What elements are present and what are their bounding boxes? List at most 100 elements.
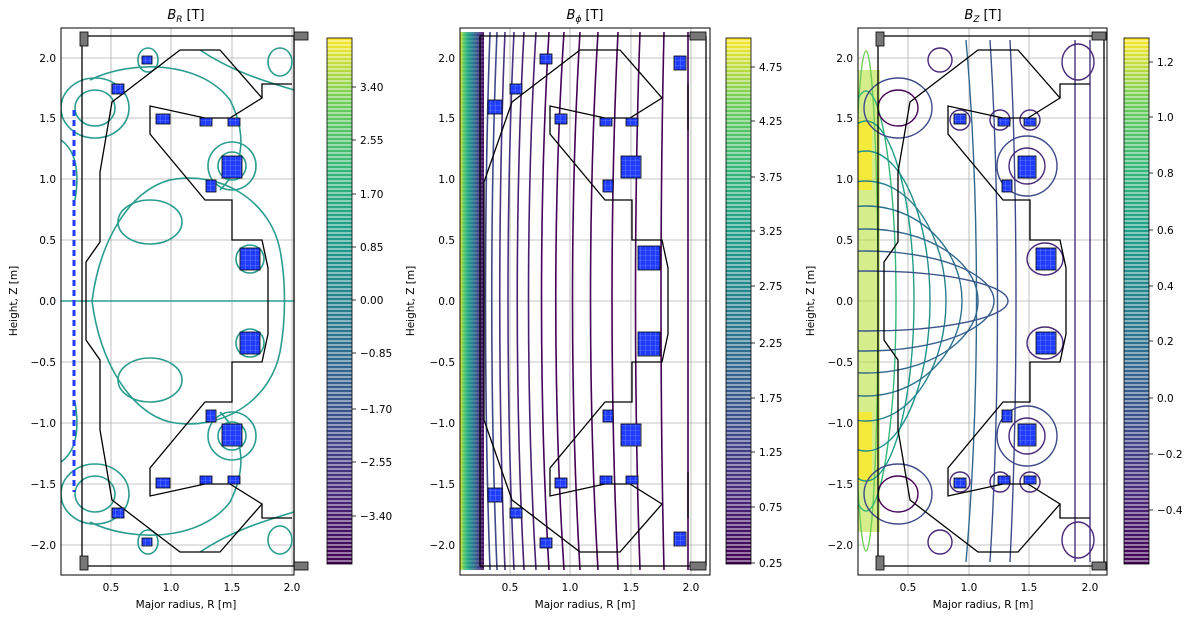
y-tick-label: 0.5 xyxy=(438,235,455,247)
bphi-coils xyxy=(487,31,707,571)
y-tick-label: −0.5 xyxy=(430,357,456,369)
x-tick-label: 1.5 xyxy=(1021,582,1038,594)
colorbar-tick: 0.0 xyxy=(1157,393,1174,405)
x-tick-label: 2.0 xyxy=(284,582,301,594)
y-tick-label: 1.5 xyxy=(438,113,455,125)
colorbar-lines xyxy=(1124,38,1149,564)
colorbar-lines xyxy=(327,38,352,564)
colorbar-tick: 1.0 xyxy=(1157,112,1174,124)
x-tick-label: 2.0 xyxy=(683,582,700,594)
y-tick-label: −1.5 xyxy=(828,479,854,491)
y-tick-label: 1.5 xyxy=(836,113,853,125)
bz-contours xyxy=(858,39,1095,563)
x-tick-label: 1.5 xyxy=(623,582,640,594)
bz-coils xyxy=(875,31,1107,571)
x-axis-label: Major radius, R [m] xyxy=(535,599,636,611)
x-tick-label: 0.5 xyxy=(103,582,120,594)
y-ticks: 2.0 1.5 1.0 0.5 0.0 −0.5 −1.0 −1.5 −2.0 xyxy=(31,53,57,552)
br-contours xyxy=(61,47,294,555)
y-tick-label: 0.5 xyxy=(836,235,853,247)
colorbar-tick: 0.75 xyxy=(759,502,782,514)
panel-bz: BZ [T] Major radius, R [m] Height, Z [m] … xyxy=(805,8,1183,611)
y-tick-label: −2.0 xyxy=(828,540,854,552)
x-tick-label: 1.0 xyxy=(163,582,180,594)
colorbar-tick: −0.4 xyxy=(1157,505,1183,517)
colorbar-tick: −0.85 xyxy=(360,348,392,360)
colorbar-frame xyxy=(326,37,353,565)
y-axis-label: Height, Z [m] xyxy=(405,266,417,336)
x-ticks: 0.5 1.0 1.5 2.0 xyxy=(900,582,1099,594)
y-tick-label: −2.0 xyxy=(430,540,456,552)
colorbar-tick: −1.70 xyxy=(360,404,392,416)
y-tick-label: 2.0 xyxy=(438,53,455,65)
x-ticks: 0.5 1.0 1.5 2.0 xyxy=(502,582,700,594)
colorbar-tick: 0.6 xyxy=(1157,225,1174,237)
colorbar-tick: 4.75 xyxy=(759,62,782,74)
chart-title: BR [T] xyxy=(167,8,204,25)
y-tick-label: 2.0 xyxy=(39,53,56,65)
x-tick-label: 1.5 xyxy=(224,582,241,594)
colorbar-tick: 0.85 xyxy=(360,242,383,254)
y-tick-label: 0.5 xyxy=(39,235,56,247)
colorbar-tick: 1.70 xyxy=(360,189,383,201)
colorbar-bphi: 4.75 4.25 3.75 3.25 2.75 2.25 1.75 1.25 … xyxy=(725,37,782,570)
colorbar-lines xyxy=(726,38,751,564)
x-tick-label: 1.0 xyxy=(562,582,579,594)
y-tick-label: 1.5 xyxy=(39,113,56,125)
x-tick-label: 0.5 xyxy=(900,582,917,594)
y-ticks: 2.0 1.5 1.0 0.5 0.0 −0.5 −1.0 −1.5 −2.0 xyxy=(828,53,854,552)
colorbar-bz: 1.2 1.0 0.8 0.6 0.4 0.2 0.0 −0.2 −0.4 xyxy=(1123,37,1183,565)
y-tick-label: −1.0 xyxy=(430,418,456,430)
y-tick-label: −1.5 xyxy=(430,479,456,491)
colorbar-tick: 4.25 xyxy=(759,116,782,128)
colorbar-tick: 0.2 xyxy=(1157,336,1174,348)
colorbar-tick: 2.25 xyxy=(759,338,782,350)
y-tick-label: 2.0 xyxy=(836,53,853,65)
colorbar-tick: 1.25 xyxy=(759,447,782,459)
colorbar-br: 3.40 2.55 1.70 0.85 0.00 −0.85 −1.70 −2.… xyxy=(326,37,392,565)
y-tick-label: −1.0 xyxy=(828,418,854,430)
chart-title: Bϕ [T] xyxy=(567,8,604,25)
x-tick-label: 0.5 xyxy=(502,582,519,594)
y-tick-label: 1.0 xyxy=(39,174,56,186)
colorbar-tick: 0.4 xyxy=(1157,281,1174,293)
axes-frame xyxy=(857,27,1108,576)
colorbar-tick: −3.40 xyxy=(360,511,392,523)
y-tick-label: −0.5 xyxy=(828,357,854,369)
x-ticks: 0.5 1.0 1.5 2.0 xyxy=(103,582,301,594)
x-tick-label: 2.0 xyxy=(1082,582,1099,594)
axes-frame xyxy=(459,27,711,576)
y-tick-label: −1.5 xyxy=(31,479,57,491)
colorbar-tick: 1.75 xyxy=(759,393,782,405)
y-ticks: 2.0 1.5 1.0 0.5 0.0 −0.5 −1.0 −1.5 −2.0 xyxy=(430,53,456,552)
y-axis-label: Height, Z [m] xyxy=(8,266,20,336)
colorbar-tick: 0.00 xyxy=(360,295,383,307)
y-axis-label: Height, Z [m] xyxy=(805,266,817,336)
x-tick-label: 1.0 xyxy=(961,582,978,594)
colorbar-tick: 3.25 xyxy=(759,226,782,238)
y-tick-label: 0.0 xyxy=(836,296,853,308)
colorbar-tick: 3.40 xyxy=(360,82,383,94)
y-tick-label: 0.0 xyxy=(39,296,56,308)
colorbar-tick: −2.55 xyxy=(360,457,392,469)
colorbar-tick: 3.75 xyxy=(759,172,782,184)
colorbar-tick: 2.75 xyxy=(759,281,782,293)
y-tick-label: 1.0 xyxy=(836,174,853,186)
colorbar-tick: 2.55 xyxy=(360,135,383,147)
x-axis-label: Major radius, R [m] xyxy=(136,599,237,611)
panel-br: BR [T] Major radius, R [m] Height, Z [m] … xyxy=(8,8,392,611)
y-tick-label: 0.0 xyxy=(438,296,455,308)
colorbar-tick: 0.25 xyxy=(759,558,782,570)
colorbar-frame xyxy=(725,37,752,565)
colorbar-tick: 1.2 xyxy=(1157,57,1174,69)
y-tick-label: −1.0 xyxy=(31,418,57,430)
chart-title: BZ [T] xyxy=(964,8,1001,25)
bz-structure xyxy=(877,35,1105,567)
y-tick-label: −2.0 xyxy=(31,540,57,552)
bphi-structure xyxy=(479,35,707,567)
y-tick-label: 1.0 xyxy=(438,174,455,186)
axes-frame xyxy=(60,27,295,576)
x-axis-label: Major radius, R [m] xyxy=(933,599,1034,611)
colorbar-frame xyxy=(1123,37,1150,565)
